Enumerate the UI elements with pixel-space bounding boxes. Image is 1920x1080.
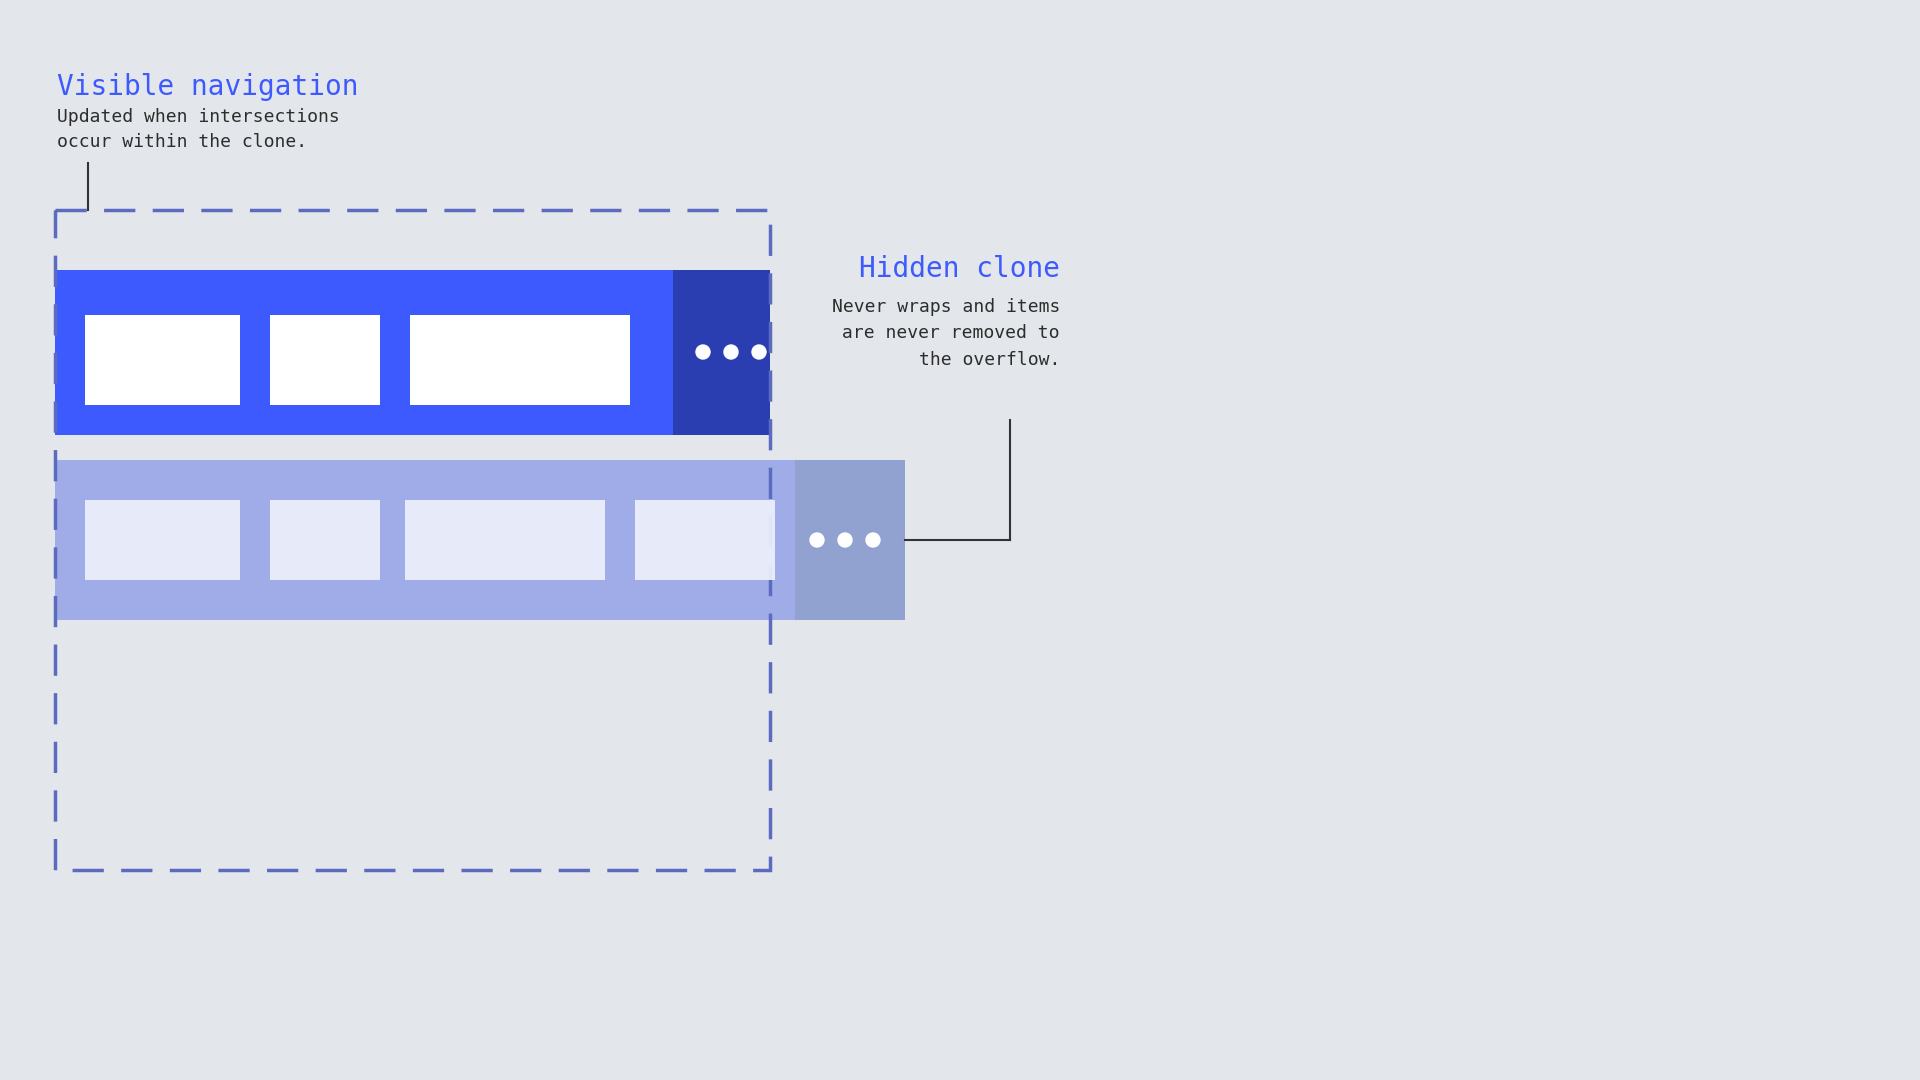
Circle shape xyxy=(753,345,766,359)
Bar xyxy=(674,270,770,435)
Circle shape xyxy=(810,534,824,546)
Text: Hidden clone: Hidden clone xyxy=(858,255,1060,283)
Bar xyxy=(84,500,240,580)
Text: Visible navigation: Visible navigation xyxy=(58,73,359,102)
Bar xyxy=(405,500,605,580)
Bar xyxy=(84,315,240,405)
Bar xyxy=(636,500,776,580)
Bar xyxy=(56,210,770,870)
Text: Never wraps and items
are never removed to
the overflow.: Never wraps and items are never removed … xyxy=(831,298,1060,368)
Bar xyxy=(271,500,380,580)
Circle shape xyxy=(724,345,737,359)
Bar xyxy=(56,270,770,435)
Bar xyxy=(411,315,630,405)
Bar xyxy=(271,315,380,405)
Text: Updated when intersections
occur within the clone.: Updated when intersections occur within … xyxy=(58,108,340,151)
Circle shape xyxy=(837,534,852,546)
Bar xyxy=(56,460,904,620)
Circle shape xyxy=(695,345,710,359)
Bar xyxy=(795,460,904,620)
Circle shape xyxy=(866,534,879,546)
